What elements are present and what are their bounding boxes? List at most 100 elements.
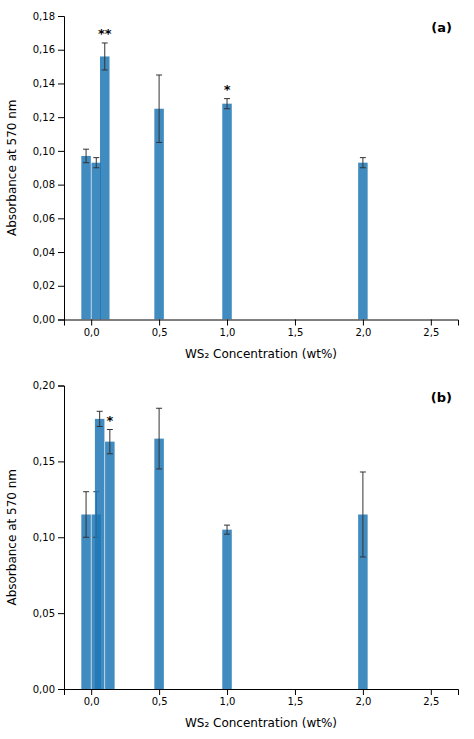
x-axis: 0,00,51,01,52,02,5 xyxy=(65,320,459,338)
bar xyxy=(81,156,91,320)
error-bar-stem xyxy=(362,472,363,557)
error-bar xyxy=(107,430,113,454)
x-tick: 1,5 xyxy=(288,689,304,707)
x-tick-label: 0,5 xyxy=(152,696,168,707)
y-tick-label: 0,00 xyxy=(33,314,55,325)
y-tick-label: 0,10 xyxy=(33,146,55,157)
error-bar-cap xyxy=(107,453,113,454)
bar xyxy=(105,442,115,689)
y-tick-mark xyxy=(58,151,64,152)
y-tick-label: 0,14 xyxy=(33,78,55,89)
annotation: * xyxy=(224,82,231,97)
panel: 0,00,51,01,52,02,50,000,050,100,150,20WS… xyxy=(5,380,459,730)
x-axis: 0,00,51,01,52,02,5 xyxy=(65,689,459,707)
error-bar-stem xyxy=(227,99,228,109)
bar xyxy=(100,56,110,319)
x-tick-mark xyxy=(295,689,296,695)
x-tick: 0,5 xyxy=(152,320,168,338)
y-tick: 0,08 xyxy=(33,179,64,190)
error-bar-stem xyxy=(104,43,105,70)
error-bar-cap xyxy=(360,471,366,472)
x-tick-label: 2,0 xyxy=(355,696,371,707)
error-bar-cap xyxy=(156,142,162,143)
x-tick: 0,5 xyxy=(152,689,168,707)
error-bar-cap xyxy=(83,537,89,538)
y-tick: 0,04 xyxy=(33,247,64,258)
y-tick-label: 0,20 xyxy=(33,380,55,391)
bar xyxy=(358,163,368,320)
error-bar-stem xyxy=(159,408,160,469)
error-bar-cap xyxy=(93,157,99,158)
bar xyxy=(95,419,105,689)
y-tick-label: 0,04 xyxy=(33,247,55,258)
x-tick: 1,0 xyxy=(220,689,236,707)
y-axis-line xyxy=(58,17,65,321)
x-tick-label: 1,5 xyxy=(288,696,304,707)
error-bar-cap xyxy=(156,468,162,469)
error-bar-cap xyxy=(83,491,89,492)
bar xyxy=(92,163,102,320)
x-tick-label: 1,0 xyxy=(220,327,236,338)
error-bar-cap xyxy=(224,108,230,109)
error-bar-cap xyxy=(107,429,113,430)
error-bar-stem xyxy=(109,430,110,454)
y-tick: 0,14 xyxy=(33,78,64,89)
error-bar-cap xyxy=(156,408,162,409)
error-bar-stem xyxy=(227,525,228,534)
panel-label: (a) xyxy=(431,20,452,35)
bar xyxy=(222,104,232,320)
error-bar xyxy=(83,492,89,538)
annotation: ** xyxy=(98,26,112,41)
y-axis: 0,000,050,100,150,20 xyxy=(33,380,65,695)
y-tick-mark xyxy=(58,537,64,538)
error-bar xyxy=(156,408,162,469)
bar xyxy=(81,514,91,689)
y-tick: 0,06 xyxy=(33,213,64,224)
error-bar-cap xyxy=(83,149,89,150)
y-tick: 0,10 xyxy=(33,532,64,543)
y-tick-label: 0,06 xyxy=(33,213,55,224)
y-tick-label: 0,08 xyxy=(33,179,55,190)
error-bar-cap xyxy=(97,426,103,427)
plot-area xyxy=(81,408,367,689)
error-bar xyxy=(93,158,99,168)
y-tick-label: 0,05 xyxy=(33,608,55,619)
y-tick-mark xyxy=(58,613,64,614)
error-bar-cap xyxy=(102,69,108,70)
y-tick: 0,12 xyxy=(33,112,64,123)
x-tick-label: 1,0 xyxy=(220,696,236,707)
panel: 0,00,51,01,52,02,50,000,020,040,060,080,… xyxy=(5,11,459,361)
y-tick: 0,00 xyxy=(33,314,64,325)
x-tick-mark xyxy=(91,320,92,326)
error-bar-cap xyxy=(360,556,366,557)
annotation: * xyxy=(106,413,113,428)
error-bar-cap xyxy=(360,167,366,168)
x-tick: 2,0 xyxy=(355,320,371,338)
x-tick: 1,0 xyxy=(220,320,236,338)
y-tick: 0,00 xyxy=(33,684,64,695)
error-bar-stem xyxy=(159,75,160,142)
error-bar-stem xyxy=(362,158,363,168)
error-bar-cap xyxy=(224,534,230,535)
y-tick-mark xyxy=(58,218,64,219)
error-bar-stem xyxy=(99,411,100,426)
error-bar-stem xyxy=(86,492,87,538)
plot-area xyxy=(81,43,367,320)
panel-label: (b) xyxy=(431,390,452,405)
y-tick-mark xyxy=(58,117,64,118)
x-axis-title: WS₂ Concentration (wt%) xyxy=(185,716,337,730)
bar xyxy=(222,530,232,689)
y-tick-mark xyxy=(58,461,64,462)
error-bar-cap xyxy=(360,157,366,158)
y-tick-label: 0,10 xyxy=(33,532,55,543)
x-tick-label: 0,0 xyxy=(84,696,100,707)
y-tick-mark xyxy=(58,286,64,287)
x-tick-mark xyxy=(159,689,160,695)
x-tick-mark xyxy=(159,320,160,326)
x-tick-label: 1,5 xyxy=(288,327,304,338)
y-axis-title: Absorbance at 570 nm xyxy=(5,99,19,236)
bar xyxy=(154,439,164,689)
y-tick-mark xyxy=(58,252,64,253)
x-tick-mark xyxy=(431,689,432,695)
error-bar xyxy=(97,411,103,426)
